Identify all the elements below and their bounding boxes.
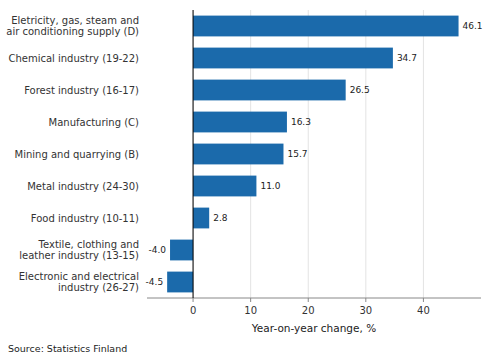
data-label: 16.3 xyxy=(291,117,311,127)
x-axis-line xyxy=(147,298,481,299)
bar xyxy=(193,112,287,133)
bar xyxy=(193,48,393,69)
bar xyxy=(193,144,283,165)
category-label: Eletricity, gas, steam andair conditioni… xyxy=(6,15,139,38)
category-label: Electronic and electricalindustry (26-27… xyxy=(19,271,139,294)
category-label: Chemical industry (19-22) xyxy=(8,53,139,64)
data-label: 2.8 xyxy=(213,213,228,223)
data-label: 34.7 xyxy=(397,53,417,63)
tick-mark xyxy=(308,298,309,302)
category-label-line: Electronic and electrical xyxy=(19,271,139,282)
category-label-line: Manufacturing (C) xyxy=(49,117,139,128)
category-label-line: Food industry (10-11) xyxy=(31,213,139,224)
zero-line xyxy=(193,10,194,298)
bars xyxy=(167,16,458,293)
category-label: Metal industry (24-30) xyxy=(27,181,139,192)
bar xyxy=(167,272,193,293)
tick-mark xyxy=(365,298,366,302)
bar xyxy=(193,80,346,101)
category-label-line: industry (26-27) xyxy=(58,282,139,293)
category-label: Forest industry (16-17) xyxy=(24,85,139,96)
data-label: 46.1 xyxy=(463,21,483,31)
grid-line xyxy=(193,10,194,298)
data-label: -4.0 xyxy=(148,245,166,255)
category-label: Manufacturing (C) xyxy=(49,117,139,128)
tick-label: 0 xyxy=(190,305,196,316)
bar xyxy=(193,176,256,197)
grid-line xyxy=(423,10,424,298)
tick-label: 40 xyxy=(417,305,430,316)
data-label: -4.5 xyxy=(146,277,164,287)
category-label-line: leather industry (13-15) xyxy=(19,250,139,261)
category-label-line: Textile, clothing and xyxy=(38,239,139,250)
tick-mark xyxy=(250,298,251,302)
grid xyxy=(193,10,423,298)
bar xyxy=(193,16,458,37)
category-label-line: Chemical industry (19-22) xyxy=(8,53,139,64)
data-label: 26.5 xyxy=(350,85,370,95)
bar xyxy=(193,208,209,229)
category-label-line: Metal industry (24-30) xyxy=(27,181,139,192)
x-axis-label: Year-on-year change, % xyxy=(251,322,376,334)
x-ticks: 0 10 20 30 40 xyxy=(190,298,430,316)
category-label-line: Eletricity, gas, steam and xyxy=(11,15,139,26)
category-label-line: Mining and quarrying (B) xyxy=(15,149,140,160)
tick-label: 10 xyxy=(244,305,257,316)
tick-label: 30 xyxy=(359,305,372,316)
data-label: 15.7 xyxy=(287,149,307,159)
category-label-line: air conditioning supply (D) xyxy=(6,26,139,37)
chart: Electronic and electricalindustry (26-27… xyxy=(0,0,493,360)
category-label-line: Forest industry (16-17) xyxy=(24,85,139,96)
tick-mark xyxy=(193,298,194,302)
annotation: Source: Statistics Finland xyxy=(8,343,127,354)
tick-label: 20 xyxy=(302,305,315,316)
tick-mark xyxy=(423,298,424,302)
category-labels: Electronic and electricalindustry (26-27… xyxy=(6,15,139,294)
data-label: 11.0 xyxy=(260,181,280,191)
data-labels: -4.5 -4.0 2.8 11.0 15.7 16.3 26.5 34.7 46.1 xyxy=(146,21,483,287)
category-label: Food industry (10-11) xyxy=(31,213,139,224)
category-label: Mining and quarrying (B) xyxy=(15,149,140,160)
bar xyxy=(170,240,193,261)
category-label: Textile, clothing andleather industry (1… xyxy=(19,239,139,262)
